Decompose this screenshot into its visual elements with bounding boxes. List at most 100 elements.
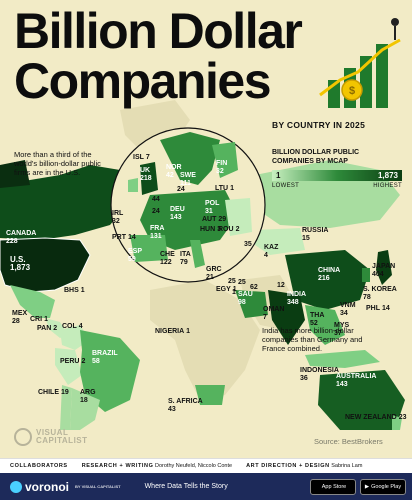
country-label-bel: 24: [152, 208, 160, 215]
country-label-chile: CHILE 19: [38, 389, 69, 396]
peru-shape: [55, 348, 82, 385]
figure-icon: [391, 18, 399, 40]
footer-tagline: Where Data Tells the Story: [144, 483, 228, 490]
visual-capitalist-logo: VISUAL CAPITALIST: [14, 428, 88, 446]
japan-shape: [376, 250, 392, 285]
country-label-peru: PERU 2: [60, 358, 86, 365]
country-label-col: COL 4: [62, 323, 83, 330]
country-label-china: CHINA 216: [318, 267, 341, 282]
credits-bar: COLLABORATORS RESEARCH + WRITING Dorothy…: [0, 458, 412, 473]
country-label-mex: MEX 28: [12, 310, 28, 325]
country-label-arg: ARG 18: [80, 389, 96, 404]
voronoi-logo-icon: [10, 480, 22, 493]
chile-shape: [60, 385, 72, 430]
country-label-nigeria: NIGERIA 1: [155, 328, 191, 335]
svg-text:$: $: [349, 85, 355, 97]
ireland-shape: [128, 178, 138, 192]
country-label-us: U.S. 1,873: [10, 255, 31, 272]
legend-high-label: HIGHEST: [373, 183, 402, 189]
page-title-line-2: Companies: [14, 53, 272, 109]
east-europe-shape: [225, 198, 252, 236]
italy-shape: [190, 240, 205, 268]
uk-shape: [140, 162, 158, 195]
korea-shape: [362, 268, 370, 282]
country-label-pol: POL 31: [205, 200, 220, 215]
country-label-ltu: LTU 1: [215, 185, 234, 192]
south-africa-shape: [195, 385, 225, 405]
country-label-unnamed-1: 35: [244, 241, 252, 248]
country-label-deu: DEU 143: [170, 206, 185, 221]
country-label-irl: IRL 32: [112, 210, 124, 225]
new-zealand-shape: [392, 415, 402, 430]
legend-low-label: LOWEST: [272, 183, 300, 189]
country-label-japan: JAPAN 404: [372, 263, 396, 278]
country-label-ita: ITA 79: [180, 251, 191, 266]
source-text: Source: BestBrokers: [314, 437, 383, 446]
world-map: $: [0, 18, 405, 430]
alaska-shape: [0, 160, 30, 188]
country-label-nld: 44: [152, 196, 160, 203]
legend-max: 1,873: [377, 171, 398, 180]
africa-shape: [150, 280, 260, 400]
coin-icon: $: [341, 79, 363, 101]
country-label-dnk: 24: [177, 186, 185, 193]
country-label-unnamed-4: 12: [277, 282, 285, 289]
credits-art: ART DIRECTION + DESIGN Sabrina Lam: [246, 463, 363, 469]
country-label-cri: CRI 1: [30, 316, 48, 323]
country-label-south-africa: S. AFRICA 43: [168, 398, 203, 413]
country-label-nor: NOR 42: [166, 164, 182, 179]
credits-heading: COLLABORATORS: [10, 463, 68, 469]
country-label-unnamed-6: 25: [228, 278, 236, 285]
country-label-vnm: VNM 34: [340, 302, 356, 317]
country-label-esp: ESP 59: [128, 248, 143, 263]
google-play-button[interactable]: ▶ Google Play: [360, 479, 406, 495]
indonesia-shape: [305, 350, 380, 368]
country-label-russia: RUSSIA 15: [302, 227, 329, 242]
country-label-tha: THA 52: [310, 312, 325, 327]
country-label-oman: OMAN 7: [263, 306, 285, 321]
kazakhstan-shape: [255, 228, 305, 255]
country-label-uk: UK 218: [140, 167, 152, 182]
country-label-india: INDIA 348: [287, 291, 307, 306]
country-label-rou: ROU 2: [218, 226, 240, 233]
logo-line-1: VISUAL: [36, 428, 69, 437]
country-label-phl: PHL 14: [366, 305, 390, 312]
credits-research: RESEARCH + WRITING Dorothy Neufeld, Nicc…: [81, 463, 233, 469]
brazil-shape: [80, 330, 140, 412]
voronoi-brand[interactable]: voronoi BY VISUAL CAPITALIST: [10, 480, 121, 494]
country-label-pan: PAN 2: [37, 325, 58, 332]
country-label-unnamed-5: 1: [232, 289, 236, 296]
legend-gradient: 1 1,873: [272, 170, 402, 181]
page-subtitle: BY COUNTRY IN 2025: [272, 120, 366, 130]
us-note: More than a third of the world's billion…: [14, 150, 101, 177]
country-label-che: CHE 122: [160, 251, 175, 266]
country-label-unnamed-2: 25: [238, 279, 246, 286]
country-label-swe: SWE 111: [180, 172, 196, 187]
scandinavia-shape: [160, 132, 220, 185]
country-label-fra: FRA 131: [150, 225, 165, 240]
page-title-line-1: Billion Dollar: [14, 3, 303, 59]
legend-min: 1: [276, 171, 281, 180]
country-label-new-zealand: NEW ZEALAND 23: [345, 414, 407, 421]
canada-shape: [0, 165, 135, 240]
country-label-canada: CANADA 228: [6, 230, 37, 245]
us-shape: [0, 237, 91, 293]
country-label-prt: PRT 14: [112, 234, 136, 241]
country-label-bhs: BHS 1: [64, 287, 85, 294]
saudi-shape: [235, 290, 268, 318]
legend-title: BILLION DOLLAR PUBLIC COMPANIES BY MCAP: [272, 149, 360, 165]
india-shape: [268, 290, 305, 345]
iberia-shape: [130, 235, 168, 262]
country-label-sau: SAU 98: [238, 291, 253, 306]
country-label-s-korea: S. KOREA 78: [363, 286, 397, 301]
china-shape: [285, 250, 370, 310]
india-note: India has more billion-dollar companies …: [262, 326, 363, 353]
finland-shape: [212, 142, 238, 178]
logo-mark-icon: [14, 428, 32, 446]
bar-chart-icon: [319, 38, 401, 108]
app-store-button[interactable]: App Store: [310, 479, 356, 495]
country-label-unnamed-3: 62: [250, 284, 258, 291]
argentina-shape: [70, 388, 100, 430]
se-asia-shape: [305, 305, 345, 345]
